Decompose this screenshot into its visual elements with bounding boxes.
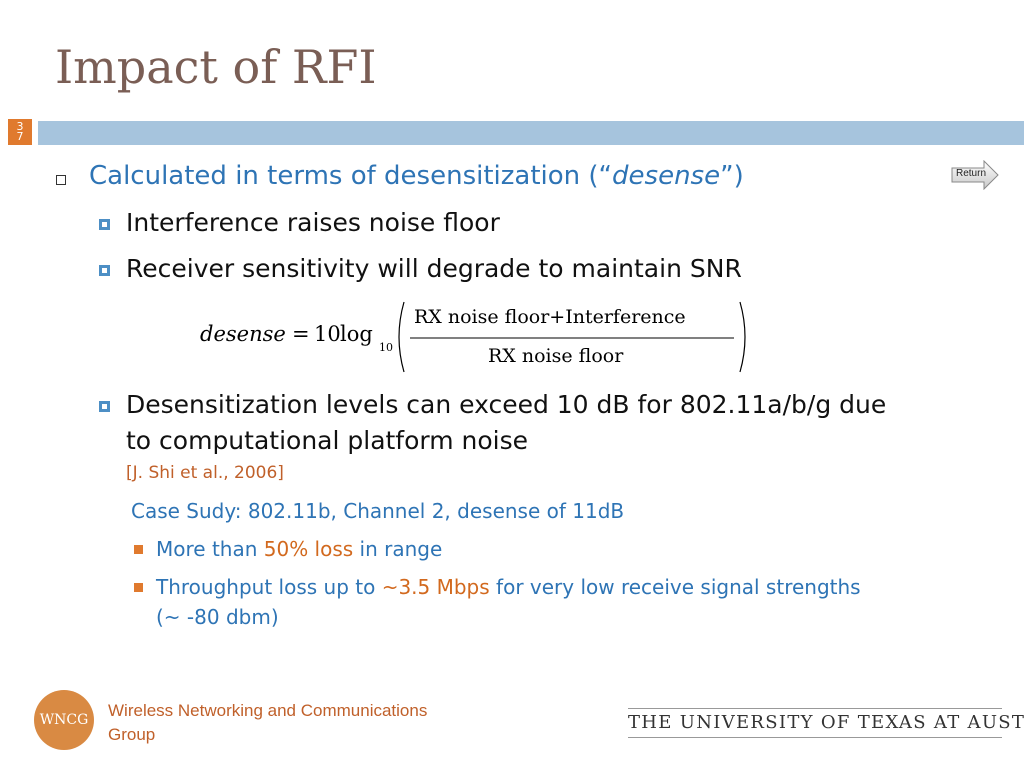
bullet-square-blue bbox=[99, 265, 110, 276]
slide-number-top: 3 bbox=[16, 120, 24, 133]
university-wordmark: THE UNIVERSITY OF TEXAS AT AUSTIN bbox=[628, 712, 1024, 733]
footer-rule-bottom bbox=[628, 737, 1002, 738]
citation: [J. Shi et al., 2006] bbox=[126, 463, 284, 483]
bullet-square-blue bbox=[99, 401, 110, 412]
bullet-square-blue bbox=[99, 219, 110, 230]
desense-equation: desense = 10 log 10 RX noise floor+Inter… bbox=[198, 298, 758, 376]
bullet-desense-levels-line2: to computational platform noise bbox=[126, 426, 529, 455]
case-item-throughput-loss-line2: (~ -80 dbm) bbox=[156, 605, 279, 629]
footer-rule-top bbox=[628, 708, 1002, 709]
return-button[interactable]: Return bbox=[950, 159, 1000, 191]
bullet-desense-levels-line1: Desensitization levels can exceed 10 dB … bbox=[126, 390, 887, 419]
footer-group-name: Wireless Networking and Communications G… bbox=[108, 701, 428, 744]
slide-number: 3 7 bbox=[8, 119, 32, 145]
bullet-desensitization: Calculated in terms of desensitization (… bbox=[89, 161, 744, 191]
title-divider-bar bbox=[38, 121, 1024, 145]
bullet-noise-floor: Interference raises noise floor bbox=[126, 208, 500, 237]
arrow-right-icon bbox=[951, 159, 999, 191]
slide-title: Impact of RFI bbox=[55, 40, 377, 94]
case-item-range-loss: More than 50% loss in range bbox=[156, 537, 443, 561]
bullet-square-orange bbox=[134, 545, 143, 554]
slide-number-bottom: 7 bbox=[16, 130, 24, 143]
wncg-logo: WNCG bbox=[34, 690, 94, 750]
return-label: Return bbox=[956, 168, 987, 179]
bullet-square-outline bbox=[56, 175, 66, 185]
equation-parentheses bbox=[398, 301, 746, 373]
bullet-receiver-sensitivity: Receiver sensitivity will degrade to mai… bbox=[126, 254, 742, 283]
case-study-heading: Case Sudy: 802.11b, Channel 2, desense o… bbox=[131, 499, 625, 523]
bullet-square-orange bbox=[134, 583, 143, 592]
case-item-throughput-loss: Throughput loss up to ~3.5 Mbps for very… bbox=[156, 575, 861, 599]
